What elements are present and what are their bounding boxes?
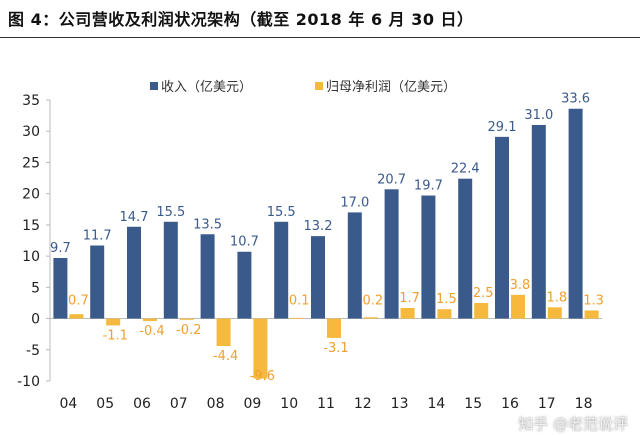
profit-data-label: 0.1 xyxy=(289,294,310,309)
revenue-data-label: 9.7 xyxy=(50,241,71,256)
x-tick-label: 05 xyxy=(96,396,114,412)
profit-data-label: 0.7 xyxy=(68,294,89,309)
revenue-bar xyxy=(200,234,215,319)
x-tick-label: 10 xyxy=(280,396,298,412)
x-tick-label: 07 xyxy=(170,396,188,412)
profit-bar xyxy=(106,318,121,326)
x-tick-label: 18 xyxy=(575,396,593,412)
x-tick-label: 16 xyxy=(501,396,519,412)
profit-data-label: 1.8 xyxy=(546,290,567,305)
revenue-bar xyxy=(384,189,399,319)
revenue-data-label: 13.5 xyxy=(193,217,222,232)
revenue-data-label: 13.2 xyxy=(304,219,333,234)
legend-label: 归母净利润（亿美元） xyxy=(326,80,456,95)
profit-data-label: -1.1 xyxy=(103,328,128,343)
revenue-bar xyxy=(531,124,546,319)
watermark: 知乎 @老范说评 xyxy=(518,415,628,433)
profit-bar xyxy=(437,309,452,319)
y-tick-label: 10 xyxy=(22,249,40,265)
revenue-bar xyxy=(495,136,509,319)
legend-label: 收入（亿美元） xyxy=(161,80,252,95)
revenue-data-label: 19.7 xyxy=(414,179,443,194)
revenue-data-label: 14.7 xyxy=(120,210,149,225)
profit-bar xyxy=(179,318,194,320)
profit-data-label: -4.4 xyxy=(213,349,238,364)
revenue-data-label: 15.5 xyxy=(267,205,296,220)
x-tick-label: 12 xyxy=(354,396,372,412)
profit-data-label: -0.2 xyxy=(176,323,201,338)
profit-data-label: 2.5 xyxy=(473,286,494,301)
profit-bar xyxy=(253,318,268,379)
figure-title: 图 4：公司营收及利润状况架构（截至 2018 年 6 月 30 日） xyxy=(8,10,474,29)
profit-data-label: 1.5 xyxy=(436,292,457,307)
x-tick-label: 17 xyxy=(538,396,556,412)
y-tick-label: 5 xyxy=(31,280,40,296)
profit-data-label: 0.2 xyxy=(362,294,383,309)
revenue-bar xyxy=(311,236,325,319)
profit-data-label: 1.3 xyxy=(583,293,604,308)
revenue-data-label: 11.7 xyxy=(83,228,112,243)
y-tick-label: 15 xyxy=(22,218,40,234)
profit-bar xyxy=(143,318,157,322)
x-tick-label: 06 xyxy=(133,396,151,412)
revenue-bar xyxy=(127,226,141,319)
profit-data-label: -0.4 xyxy=(139,324,164,339)
revenue-bar xyxy=(90,245,105,319)
revenue-bar xyxy=(421,195,436,319)
revenue-data-label: 29.1 xyxy=(488,120,517,135)
profit-bar xyxy=(216,318,231,347)
profit-bar xyxy=(290,317,305,319)
profit-bar xyxy=(474,302,489,319)
revenue-data-label: 17.0 xyxy=(340,195,369,210)
revenue-data-label: 33.6 xyxy=(561,92,590,107)
revenue-bar xyxy=(458,178,473,319)
profit-bar xyxy=(584,310,599,319)
revenue-data-label: 22.4 xyxy=(451,162,480,177)
profit-data-label: -9.6 xyxy=(250,369,275,384)
profit-bar xyxy=(69,314,84,319)
profit-bar xyxy=(400,307,415,319)
revenue-data-label: 20.7 xyxy=(377,172,406,187)
legend-swatch xyxy=(150,82,158,90)
profit-bar xyxy=(547,307,562,319)
x-tick-label: 11 xyxy=(317,396,335,412)
revenue-bar xyxy=(237,251,252,319)
x-tick-label: 04 xyxy=(59,396,77,412)
y-tick-label: 0 xyxy=(31,312,40,328)
revenue-bar xyxy=(163,221,178,319)
y-tick-label: -5 xyxy=(26,343,40,359)
x-tick-label: 15 xyxy=(464,396,482,412)
y-tick-label: 30 xyxy=(22,124,40,140)
title-divider xyxy=(0,37,640,38)
y-tick-label: -10 xyxy=(17,374,40,390)
profit-bar xyxy=(511,294,525,319)
x-tick-label: 08 xyxy=(207,396,225,412)
profit-data-label: 3.8 xyxy=(510,278,531,293)
profit-bar xyxy=(363,317,378,319)
y-tick-label: 25 xyxy=(22,155,40,171)
revenue-bar xyxy=(347,212,362,319)
legend-swatch xyxy=(315,82,323,90)
y-tick-label: 35 xyxy=(22,93,40,109)
profit-data-label: -3.1 xyxy=(323,341,348,356)
revenue-bar xyxy=(568,108,583,319)
profit-data-label: 1.7 xyxy=(399,291,420,306)
profit-bar xyxy=(327,318,341,338)
revenue-bar xyxy=(53,257,68,319)
x-tick-label: 09 xyxy=(243,396,261,412)
revenue-data-label: 31.0 xyxy=(524,108,553,123)
x-tick-label: 14 xyxy=(427,396,445,412)
x-tick-label: 13 xyxy=(391,396,409,412)
revenue-bar xyxy=(274,221,289,319)
revenue-data-label: 10.7 xyxy=(230,235,259,250)
y-tick-label: 20 xyxy=(22,187,40,203)
revenue-data-label: 15.5 xyxy=(156,205,185,220)
